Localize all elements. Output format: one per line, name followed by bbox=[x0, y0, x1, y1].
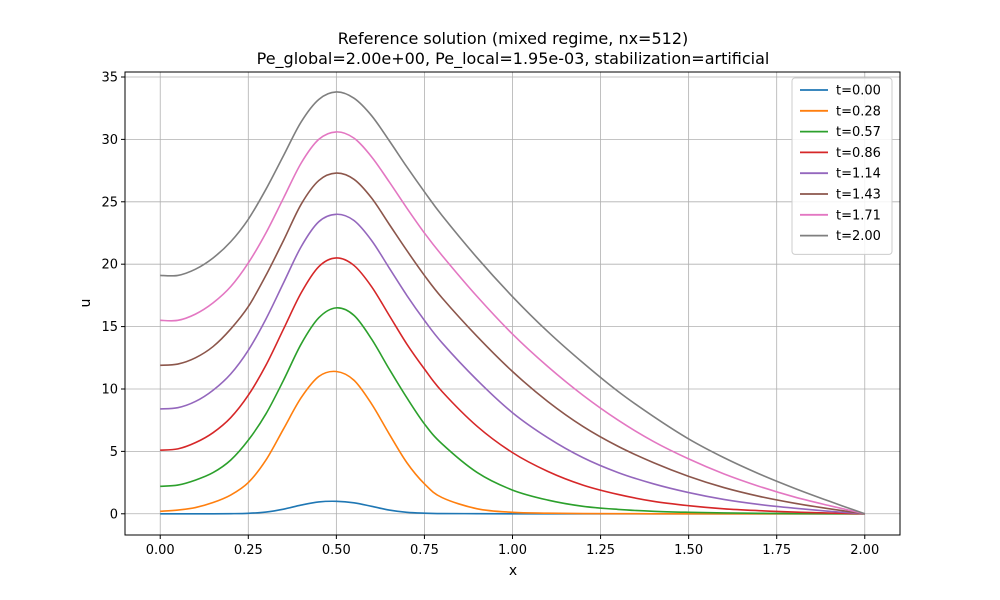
y-tick-label: 10 bbox=[101, 382, 118, 397]
y-tick-label: 5 bbox=[110, 445, 118, 460]
series-line-5 bbox=[160, 172, 865, 515]
y-tick-label: 15 bbox=[101, 320, 118, 335]
y-axis: 0 5 10 15 20 25 30 35 bbox=[101, 70, 125, 522]
x-tick-label: 1.50 bbox=[674, 543, 703, 558]
legend-label: t=1.14 bbox=[836, 167, 881, 182]
x-axis-title: x bbox=[509, 563, 517, 579]
series-layer bbox=[160, 91, 866, 515]
legend-label: t=0.00 bbox=[836, 84, 881, 99]
series-line-6 bbox=[160, 131, 865, 515]
x-tick-label: 0.25 bbox=[234, 543, 263, 558]
legend-label: t=0.57 bbox=[836, 125, 881, 140]
chart-title-line-2: Pe_global=2.00e+00, Pe_local=1.95e-03, s… bbox=[257, 49, 770, 69]
x-tick-label: 2.00 bbox=[850, 543, 879, 558]
y-tick-label: 30 bbox=[101, 133, 118, 148]
x-tick-label: 1.75 bbox=[762, 543, 791, 558]
grid bbox=[125, 72, 900, 535]
legend-label: t=1.71 bbox=[836, 208, 881, 223]
legend-label: t=0.86 bbox=[836, 146, 881, 161]
chart-title-line-1: Reference solution (mixed regime, nx=512… bbox=[338, 29, 689, 48]
series-line-4 bbox=[160, 213, 865, 515]
y-tick-label: 35 bbox=[101, 70, 118, 85]
y-tick-label: 20 bbox=[101, 258, 118, 273]
series-line-3 bbox=[160, 257, 865, 515]
legend: t=0.00 t=0.28 t=0.57 t=0.86 t=1.14 t=1.43 t=1.… bbox=[791, 77, 893, 255]
x-tick-label: 0.50 bbox=[322, 543, 351, 558]
legend-label: t=0.28 bbox=[836, 104, 881, 119]
x-tick-label: 1.00 bbox=[498, 543, 527, 558]
y-tick-label: 25 bbox=[101, 195, 118, 210]
series-line-7 bbox=[160, 91, 866, 515]
y-axis-title: u bbox=[78, 299, 94, 308]
series-line-2 bbox=[160, 307, 865, 515]
legend-label: t=2.00 bbox=[836, 229, 881, 244]
x-axis: 0.00 0.25 0.50 0.75 1.00 1.25 1.50 1.75 2.00 bbox=[146, 535, 879, 558]
y-tick-label: 0 bbox=[110, 507, 118, 522]
legend-label: t=1.43 bbox=[836, 188, 881, 203]
x-tick-label: 0.75 bbox=[410, 543, 439, 558]
series-line-1 bbox=[160, 370, 865, 515]
legend-box bbox=[791, 77, 893, 255]
x-tick-label: 0.00 bbox=[146, 543, 175, 558]
x-tick-label: 1.25 bbox=[586, 543, 615, 558]
